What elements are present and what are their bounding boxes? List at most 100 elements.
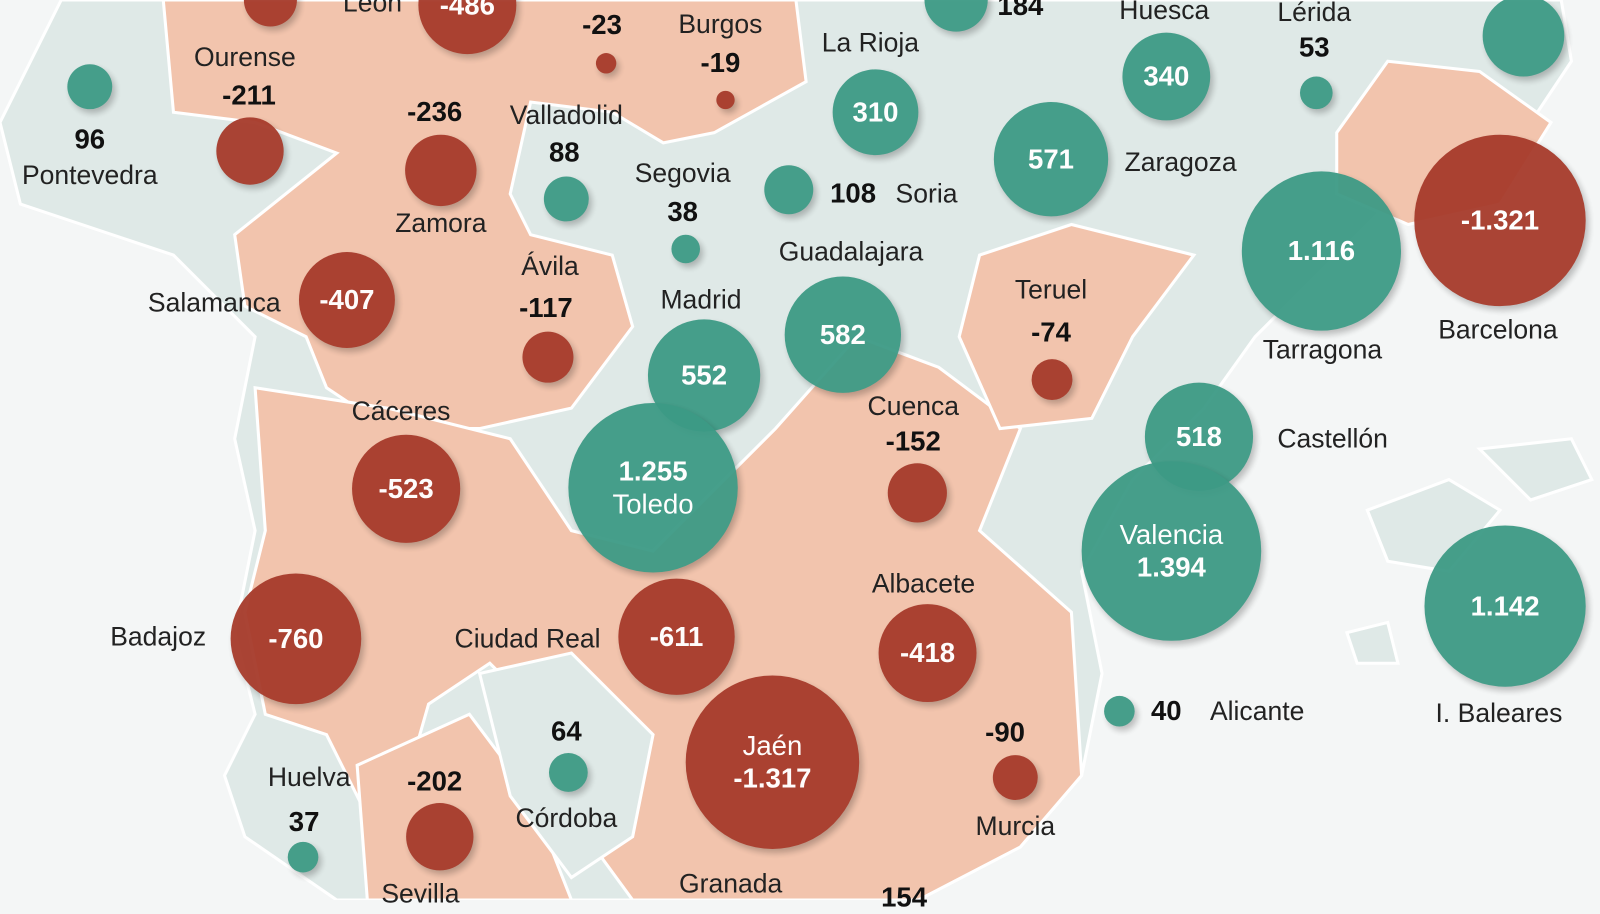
bubble-value: -611	[649, 621, 704, 652]
province-label: Zamora	[395, 207, 487, 239]
bubble-i-baleares: 1.142	[1424, 525, 1586, 687]
bubble-province-2	[595, 53, 617, 74]
province-label: Lérida	[1277, 0, 1352, 28]
bubble-huesca: 340	[1122, 32, 1211, 121]
bubble-value: 552	[681, 359, 728, 391]
province-label: La Rioja	[821, 27, 920, 58]
bubble-value: -407	[319, 284, 375, 316]
province-label: Barcelona	[1438, 313, 1558, 345]
bubble-value: -486	[439, 0, 495, 21]
province-value: 108	[830, 178, 877, 209]
province-value: 53	[1298, 32, 1330, 63]
bubble-alicante	[1104, 695, 1135, 727]
bubble-la-rioja: 310	[832, 69, 919, 156]
bubble-burgos	[716, 90, 735, 110]
bubble-value: 340	[1143, 61, 1190, 92]
province-label: Ávila	[521, 250, 579, 282]
province-label: Albacete	[871, 567, 976, 599]
bubble-albacete: -418	[878, 604, 977, 703]
bubble-value: 571	[1028, 143, 1075, 175]
province-label: Soria	[895, 178, 958, 209]
province-label: Cuenca	[867, 390, 959, 421]
province-label: Murcia	[975, 810, 1056, 842]
province-value: 64	[550, 715, 582, 747]
bubble-value: -418	[899, 637, 956, 669]
province-label: Alicante	[1209, 695, 1305, 727]
province-label: Huesca	[1119, 0, 1210, 25]
bubble-salamanca: -407	[298, 252, 395, 348]
province-label: Castellón	[1277, 422, 1388, 454]
province-value: 40	[1150, 695, 1182, 727]
bubble-value: -1.317	[733, 763, 812, 794]
province-label: Huelva	[267, 761, 351, 793]
bubble-cáceres: -523	[352, 434, 461, 543]
province-label: Pontevedra	[21, 159, 158, 191]
province-value: -202	[407, 765, 463, 797]
province-value: -19	[700, 47, 741, 79]
bubble-zaragoza: 571	[993, 102, 1109, 217]
bubble-value: -760	[268, 623, 324, 654]
province-label: Valencia	[1119, 518, 1224, 550]
bubble-jaén: Jaén -1.317	[685, 675, 860, 849]
province-value: 38	[667, 196, 698, 228]
bubble-teruel	[1031, 359, 1073, 400]
bubble-value: 518	[1175, 421, 1222, 452]
bubble-barcelona: -1.321	[1414, 134, 1586, 307]
bubble-ávila	[522, 331, 574, 383]
province-label: Teruel	[1014, 273, 1088, 305]
province-value: -23	[582, 9, 622, 41]
province-label: Sevilla	[381, 878, 460, 909]
bubble-segovia	[671, 234, 700, 264]
bubble-ourense	[216, 117, 284, 185]
bubble-value: 1.142	[1470, 590, 1540, 622]
province-label: Guadalajara	[778, 236, 924, 267]
bubble-valencia: Valencia 1.394	[1081, 461, 1262, 641]
province-value: 37	[288, 806, 320, 838]
bubble-value: -1.321	[1460, 204, 1540, 236]
province-value: 184	[997, 0, 1044, 21]
province-label: Badajoz	[110, 620, 207, 652]
province-label: Salamanca	[147, 287, 281, 318]
bubble-valladolid	[543, 176, 589, 222]
province-value: -211	[222, 80, 276, 111]
province-label: Burgos	[678, 8, 763, 40]
bubble-toledo: 1.255 Toledo	[568, 403, 738, 573]
province-value: -74	[1031, 316, 1071, 348]
province-label: Segovia	[634, 157, 731, 189]
bubble-value: 1.394	[1136, 552, 1206, 583]
bubble-soria	[764, 165, 814, 215]
province-label: Toledo	[612, 488, 694, 520]
bubble-value: 1.255	[618, 455, 688, 487]
bubble-value: -523	[378, 473, 434, 504]
province-value: -90	[985, 716, 1026, 748]
province-value: 154	[881, 882, 928, 913]
bubble-pontevedra	[67, 64, 113, 110]
bubble-badajoz: -760	[230, 573, 362, 705]
bubble-zamora	[405, 134, 477, 207]
bubble-lérida	[1299, 76, 1333, 110]
bubble-value: 1.116	[1287, 235, 1356, 267]
bubble-guadalajara: 582	[784, 276, 902, 393]
province-label: Madrid	[660, 284, 742, 315]
bubble-value: 310	[852, 96, 899, 128]
province-value: 96	[74, 123, 106, 155]
province-value: -152	[885, 426, 941, 457]
province-label: Granada	[678, 867, 783, 899]
bubble-murcia	[992, 755, 1038, 800]
province-label: Zaragoza	[1124, 146, 1237, 178]
province-label: Jaén	[742, 730, 803, 761]
province-value: -117	[519, 292, 573, 323]
bubble-ciudad-real: -611	[618, 578, 735, 695]
province-label: Tarragona	[1262, 334, 1383, 365]
province-label: Ciudad Real	[454, 622, 601, 654]
province-label: Valladolid	[509, 99, 623, 131]
bubble-province-7	[1482, 0, 1565, 77]
bubble-cuenca	[887, 463, 947, 523]
bubble-tarragona: 1.116	[1241, 171, 1402, 331]
province-label: León	[342, 0, 402, 18]
province-label: Ourense	[194, 41, 296, 72]
bubble-sevilla	[406, 803, 474, 871]
province-label: Córdoba	[515, 802, 618, 834]
bubble-córdoba	[548, 753, 588, 792]
